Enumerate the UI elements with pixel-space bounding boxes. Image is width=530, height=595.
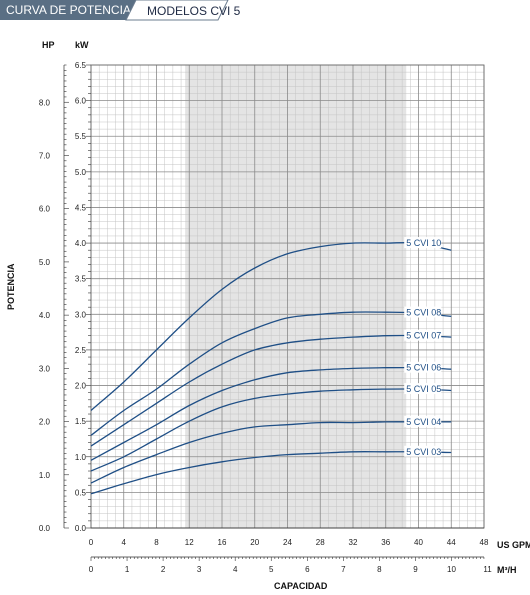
gpm-tick-label: 44: [447, 538, 456, 547]
kw-tick-label: 2.0: [75, 382, 87, 391]
kw-tick-label: 5.0: [75, 168, 87, 177]
series-label-5-cvi-08: 5 CVI 08: [406, 308, 441, 318]
power-curves: [90, 241, 452, 495]
kw-tick-label: 0.0: [75, 524, 87, 533]
kw-tick-label: 1.0: [75, 453, 87, 462]
x-axis-title: CAPACIDAD: [274, 581, 328, 591]
kw-tick-label: 4.0: [75, 239, 87, 248]
gpm-tick-label: 36: [381, 538, 390, 547]
kw-tick-label: 3.0: [75, 310, 87, 319]
x-unit-m3h: M³/H: [497, 565, 517, 575]
hp-tick-label: 1.0: [39, 471, 51, 480]
gpm-tick-label: 4: [122, 538, 127, 547]
header-title-tab: [0, 0, 138, 20]
series-label-bg: [404, 361, 442, 373]
gpm-tick-label: 8: [154, 538, 159, 547]
gpm-tick-label: 28: [316, 538, 325, 547]
series-label-bg: [404, 237, 442, 249]
m3h-tick-label: 3: [197, 565, 202, 574]
hp-tick-label: 3.0: [39, 364, 51, 373]
kw-tick-label: 6.5: [75, 61, 87, 70]
m3h-tick-label: 7: [341, 565, 346, 574]
curve-5-cvi-07: [90, 334, 452, 447]
x-unit-gpm: US GPM: [497, 540, 530, 550]
kw-tick-label: 6.0: [75, 97, 87, 106]
header-title: CURVA DE POTENCIA: [6, 3, 131, 17]
gpm-tick-label: 32: [349, 538, 358, 547]
hp-axis-title: HP: [42, 40, 55, 50]
curve-5-cvi-06: [90, 366, 452, 461]
series-labels: 5 CVI 10 5 CVI 08 5 CVI 07 5 CVI 06 5 CVI 05…: [404, 237, 441, 457]
hp-axis-ticks: 0.0 1.0 2.0 3.0 4.0 5.0 6.0 7.0 8.0: [39, 64, 69, 533]
kw-tick-label: 5.5: [75, 132, 87, 141]
series-label-5-cvi-05: 5 CVI 05: [406, 384, 441, 394]
kw-tick-label: 4.5: [75, 203, 87, 212]
series-label-bg: [404, 383, 442, 395]
curve-5-cvi-05: [90, 388, 452, 472]
hp-tick-label: 2.0: [39, 418, 51, 427]
series-label-bg: [404, 415, 442, 427]
kw-axis-title: kW: [75, 40, 89, 50]
series-label-5-cvi-04: 5 CVI 04: [406, 417, 441, 427]
series-label-5-cvi-10: 5 CVI 10: [406, 238, 441, 248]
curve-5-cvi-08: [90, 311, 452, 436]
m3h-tick-label: 2: [161, 565, 166, 574]
m3h-tick-label: 6: [305, 565, 310, 574]
m3h-tick-label: 4: [233, 565, 238, 574]
series-label-5-cvi-06: 5 CVI 06: [406, 363, 441, 373]
series-label-bg: [404, 445, 442, 457]
gpm-tick-label: 40: [414, 538, 423, 547]
hp-tick-label: 8.0: [39, 98, 51, 107]
gpm-tick-label: 12: [185, 538, 194, 547]
y-axis-title: POTENCIA: [6, 263, 16, 310]
m3h-axis-ticks: 0 1 2 3 4 5 6 7 8 9 10 11: [89, 556, 492, 574]
m3h-tick-label: 9: [413, 565, 418, 574]
gpm-tick-label: 16: [218, 538, 227, 547]
curve-5-cvi-04: [90, 421, 452, 484]
major-gridlines: [90, 64, 485, 529]
gpm-tick-label: 0: [89, 538, 94, 547]
kw-tick-label: 3.5: [75, 275, 87, 284]
kw-tick-label: 1.5: [75, 417, 87, 426]
hp-tick-label: 6.0: [39, 205, 51, 214]
curve-5-cvi-10: [90, 241, 452, 411]
m3h-tick-label: 8: [377, 565, 382, 574]
gpm-tick-label: 24: [283, 538, 292, 547]
header-subtitle: MODELOS CVI 5: [147, 4, 241, 18]
gpm-tick-label: 20: [250, 538, 259, 547]
hp-tick-label: 0.0: [39, 524, 51, 533]
kw-tick-label: 0.5: [75, 488, 87, 497]
m3h-tick-label: 5: [269, 565, 274, 574]
gpm-axis-ticks: 0 4 8 12 16 20 24 28 32 36 40 44 48: [89, 527, 489, 547]
gpm-tick-label: 48: [480, 538, 489, 547]
hp-tick-label: 4.0: [39, 311, 51, 320]
chart-header: CURVA DE POTENCIA MODELOS CVI 5: [0, 0, 241, 21]
series-label-bg: [404, 329, 442, 341]
kw-tick-label: 2.5: [75, 346, 87, 355]
m3h-tick-label: 11: [483, 565, 492, 574]
series-label-5-cvi-07: 5 CVI 07: [406, 331, 441, 341]
header-subtitle-tab: [125, 0, 229, 21]
hp-tick-label: 7.0: [39, 151, 51, 160]
series-label-bg: [404, 306, 442, 318]
m3h-tick-label: 1: [125, 565, 130, 574]
m3h-tick-label: 10: [447, 565, 456, 574]
kw-axis-ticks: 0.0 0.5 1.0 1.5 2.0 2.5 3.0 3.5 4.0 4.5 5.0 5.5 6.0 6…: [75, 61, 91, 533]
hp-tick-label: 5.0: [39, 258, 51, 267]
curve-5-cvi-03: [90, 451, 452, 495]
m3h-tick-label: 0: [89, 565, 94, 574]
series-label-5-cvi-03: 5 CVI 03: [406, 447, 441, 457]
